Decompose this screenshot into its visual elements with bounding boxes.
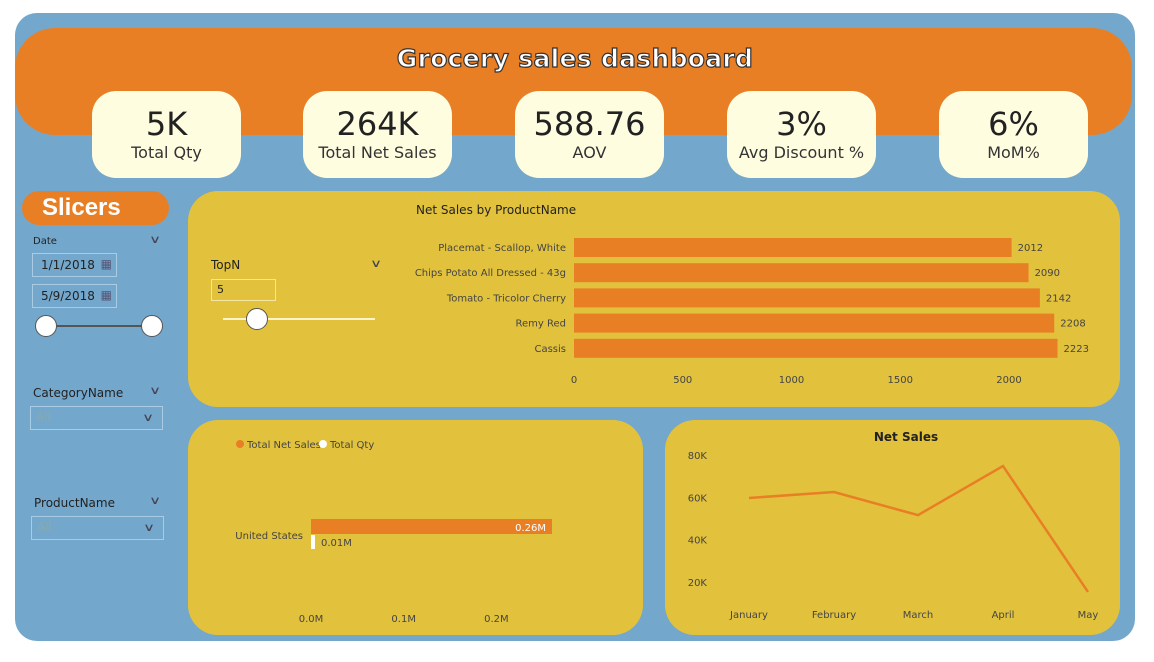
category-label: Tomato - Tricolor Cherry [446,293,566,304]
y-tick-label: 40K [688,536,708,547]
topn-slider-handle[interactable] [246,308,268,330]
x-tick-label: 0.0M [299,614,324,625]
x-tick-label: 0 [571,375,577,386]
bar [574,288,1040,308]
category-label: Remy Red [516,319,567,330]
category-dropdown[interactable]: All ∨ [30,406,163,430]
bar [574,313,1055,333]
data-label: 0.01M [321,538,352,549]
chart-title: Net Sales [874,430,938,444]
page-title: Grocery sales dashboard [396,43,754,73]
data-label: 2208 [1060,319,1085,330]
chart-title: Net Sales by ProductName [416,203,576,217]
legend-label: Total Qty [329,440,374,451]
bar [574,338,1058,358]
kpi-label: Total Qty [131,143,202,162]
kpi-label: AOV [572,143,607,162]
kpi-value: 588.76 [533,105,646,143]
chevron-down-icon: ∨ [141,411,155,424]
legend-label: Total Net Sales [246,440,321,451]
start-date-input[interactable]: 1/1/2018 ▦ [32,253,117,277]
kpi-label: Avg Discount % [738,143,865,162]
kpi-value: 3% [776,105,827,143]
legend-marker [236,440,244,448]
x-tick-label: 0.2M [484,614,509,625]
y-tick-label: 20K [688,578,708,589]
date-label: Date [33,236,57,247]
x-tick-label: 0.1M [391,614,416,625]
category-label: Placemat - Scallop, White [438,243,566,254]
kpi-card: 3% Avg Discount % [727,91,876,178]
category-label: Cassis [534,344,566,355]
topn-slider-track[interactable] [223,318,375,320]
category-label: United States [235,531,303,542]
x-tick-label: April [992,610,1015,621]
data-label: 2142 [1046,293,1071,304]
kpi-card: 6% MoM% [939,91,1088,178]
category-label: CategoryName [33,386,124,400]
kpi-value: 264K [336,105,419,143]
x-tick-label: January [729,610,768,621]
data-label: 0.26M [515,523,546,534]
calendar-icon[interactable]: ▦ [100,288,112,302]
y-tick-label: 80K [688,451,708,462]
product-label: ProductName [34,496,115,510]
topn-input[interactable]: 5 [211,279,276,301]
kpi-label: MoM% [987,143,1040,162]
category-label: Chips Potato All Dressed - 43g [415,268,566,279]
date-range-track [46,325,152,327]
bar [574,263,1029,283]
slicers-title: Slicers [22,191,169,225]
data-label: 2012 [1018,243,1043,254]
chevron-down-icon[interactable]: ∨ [148,494,162,507]
bar [574,238,1012,257]
data-label: 2223 [1064,344,1089,355]
chevron-down-icon: ∨ [142,521,156,534]
chevron-down-icon[interactable]: ∨ [369,257,383,270]
kpi-value: 5K [145,105,188,143]
chevron-down-icon[interactable]: ∨ [148,384,162,397]
bar-net-sales [311,519,552,534]
kpi-card: 5K Total Qty [92,91,241,178]
x-tick-label: May [1078,610,1099,621]
bar-total-qty [311,535,315,549]
legend-marker [319,440,327,448]
x-tick-label: 1000 [779,375,804,386]
kpi-card: 588.76 AOV [515,91,664,178]
calendar-icon[interactable]: ▦ [100,257,112,271]
kpi-card: 264K Total Net Sales [303,91,452,178]
x-tick-label: February [812,610,856,621]
kpi-value: 6% [988,105,1039,143]
x-tick-label: March [903,610,933,621]
y-tick-label: 60K [688,493,708,504]
x-tick-label: 2000 [996,375,1021,386]
chevron-down-icon[interactable]: ∨ [148,233,162,246]
data-label: 2090 [1035,268,1060,279]
x-tick-label: 500 [673,375,692,386]
date-end-handle[interactable] [141,315,163,337]
product-dropdown[interactable]: All ∨ [31,516,164,540]
date-start-handle[interactable] [35,315,57,337]
end-date-input[interactable]: 5/9/2018 ▦ [32,284,117,308]
topn-label: TopN [211,258,241,272]
net-sales-line [748,464,1090,593]
x-tick-label: 1500 [888,375,913,386]
kpi-label: Total Net Sales [318,143,437,162]
